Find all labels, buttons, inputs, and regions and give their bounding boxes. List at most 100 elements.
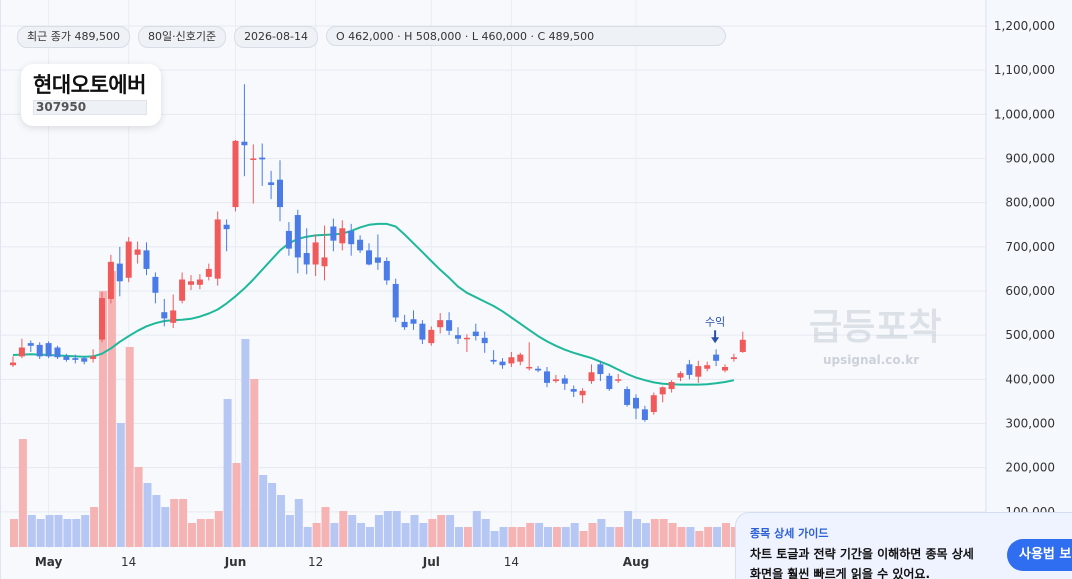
candle-body[interactable] xyxy=(36,344,43,357)
candle-body[interactable] xyxy=(392,283,399,318)
candle-body[interactable] xyxy=(90,356,97,360)
candle-body[interactable] xyxy=(205,268,212,277)
candle-body[interactable] xyxy=(321,257,328,267)
candle-body[interactable] xyxy=(588,372,595,382)
ohlc-pill: O 462,000 · H 508,000 · L 460,000 · C 48… xyxy=(326,26,726,46)
candle-body[interactable] xyxy=(63,356,70,360)
candle-body[interactable] xyxy=(552,379,559,382)
candle-body[interactable] xyxy=(508,357,515,364)
candle-body[interactable] xyxy=(348,230,355,245)
candle-body[interactable] xyxy=(659,387,666,395)
candle-body[interactable] xyxy=(677,373,684,378)
candle-body[interactable] xyxy=(170,310,177,323)
candle-body[interactable] xyxy=(285,230,292,249)
volume-bar xyxy=(232,463,241,547)
candle-body[interactable] xyxy=(45,343,52,357)
candle-body[interactable] xyxy=(650,395,657,413)
candle-body[interactable] xyxy=(214,219,221,279)
candle-body[interactable] xyxy=(561,378,568,384)
candle-body[interactable] xyxy=(241,141,248,146)
candle-body[interactable] xyxy=(72,358,79,360)
candle-body[interactable] xyxy=(463,337,470,340)
candle-body[interactable] xyxy=(713,354,720,361)
signal-basis-pill[interactable]: 80일·신호기준 xyxy=(137,26,227,48)
candle-body[interactable] xyxy=(490,359,497,362)
candle-body[interactable] xyxy=(143,250,150,269)
candle-body[interactable] xyxy=(695,366,702,377)
x-tick-label: 14 xyxy=(504,555,519,569)
candle-body[interactable] xyxy=(161,312,168,319)
candle-body[interactable] xyxy=(303,253,310,265)
candle-body[interactable] xyxy=(739,339,746,352)
candle-body[interactable] xyxy=(419,323,426,340)
volume-bar xyxy=(463,527,472,547)
candle-body[interactable] xyxy=(686,364,693,375)
candle-body[interactable] xyxy=(366,250,372,265)
candle-body[interactable] xyxy=(544,371,550,383)
y-tick-label: 1,100,000 xyxy=(994,63,1055,77)
volume-bar xyxy=(570,523,579,547)
candle-body[interactable] xyxy=(704,365,711,369)
candle-body[interactable] xyxy=(18,347,25,357)
candle-body[interactable] xyxy=(294,215,301,258)
candle-body[interactable] xyxy=(597,364,604,375)
candle-body[interactable] xyxy=(27,343,34,346)
candle-body[interactable] xyxy=(125,241,132,278)
candle-body[interactable] xyxy=(232,140,239,208)
candle-body[interactable] xyxy=(401,321,408,328)
candle-body[interactable] xyxy=(374,257,381,263)
candle-body[interactable] xyxy=(134,249,141,255)
candle-body[interactable] xyxy=(446,320,453,331)
candle-body[interactable] xyxy=(223,224,230,230)
candle-body[interactable] xyxy=(455,335,461,339)
candle-body[interactable] xyxy=(722,366,728,371)
volume-bar xyxy=(285,515,294,547)
candle-body[interactable] xyxy=(188,281,194,285)
candle-body[interactable] xyxy=(410,319,417,324)
candle-body[interactable] xyxy=(152,276,159,293)
candle-body[interactable] xyxy=(615,379,622,381)
candle-body[interactable] xyxy=(668,381,675,390)
volume-bar xyxy=(552,527,561,547)
candle-body[interactable] xyxy=(472,331,479,337)
candle-body[interactable] xyxy=(330,226,337,241)
candle-body[interactable] xyxy=(268,182,275,185)
candle-body[interactable] xyxy=(99,298,105,340)
guide-open-button[interactable]: 사용법 보기 xyxy=(1007,539,1072,571)
candle-body[interactable] xyxy=(312,242,319,265)
candle-body[interactable] xyxy=(606,375,613,390)
candle-body[interactable] xyxy=(116,263,123,282)
candle-body[interactable] xyxy=(196,279,203,285)
candle-body[interactable] xyxy=(107,261,114,299)
candle-body[interactable] xyxy=(357,239,364,251)
candle-body[interactable] xyxy=(730,357,737,360)
volume-bar xyxy=(357,523,366,547)
candle-body[interactable] xyxy=(250,158,257,161)
candle-body[interactable] xyxy=(624,389,631,405)
candle-body[interactable] xyxy=(535,368,542,371)
candle-body[interactable] xyxy=(499,361,506,366)
candle-body[interactable] xyxy=(641,409,648,420)
candle-body[interactable] xyxy=(179,279,186,301)
volume-bar xyxy=(633,519,641,547)
candle-body[interactable] xyxy=(259,157,266,160)
candle-body[interactable] xyxy=(10,362,16,366)
candle-body[interactable] xyxy=(481,337,488,344)
candle-body[interactable] xyxy=(633,397,639,409)
candle-body[interactable] xyxy=(570,389,577,392)
candle-body[interactable] xyxy=(81,358,88,362)
candle-body[interactable] xyxy=(277,179,283,208)
candle-body[interactable] xyxy=(517,354,524,362)
candle-body[interactable] xyxy=(54,347,61,358)
candle-body[interactable] xyxy=(428,329,435,344)
candle-body[interactable] xyxy=(339,228,346,244)
candle-body[interactable] xyxy=(579,390,586,396)
candle-body[interactable] xyxy=(437,320,444,328)
y-tick-label: 200,000 xyxy=(1005,461,1055,475)
candle-body[interactable] xyxy=(383,260,390,281)
volume-bar xyxy=(374,515,383,547)
candle-body[interactable] xyxy=(526,366,533,369)
volume-bar xyxy=(10,519,18,547)
volume-bar xyxy=(250,379,259,547)
